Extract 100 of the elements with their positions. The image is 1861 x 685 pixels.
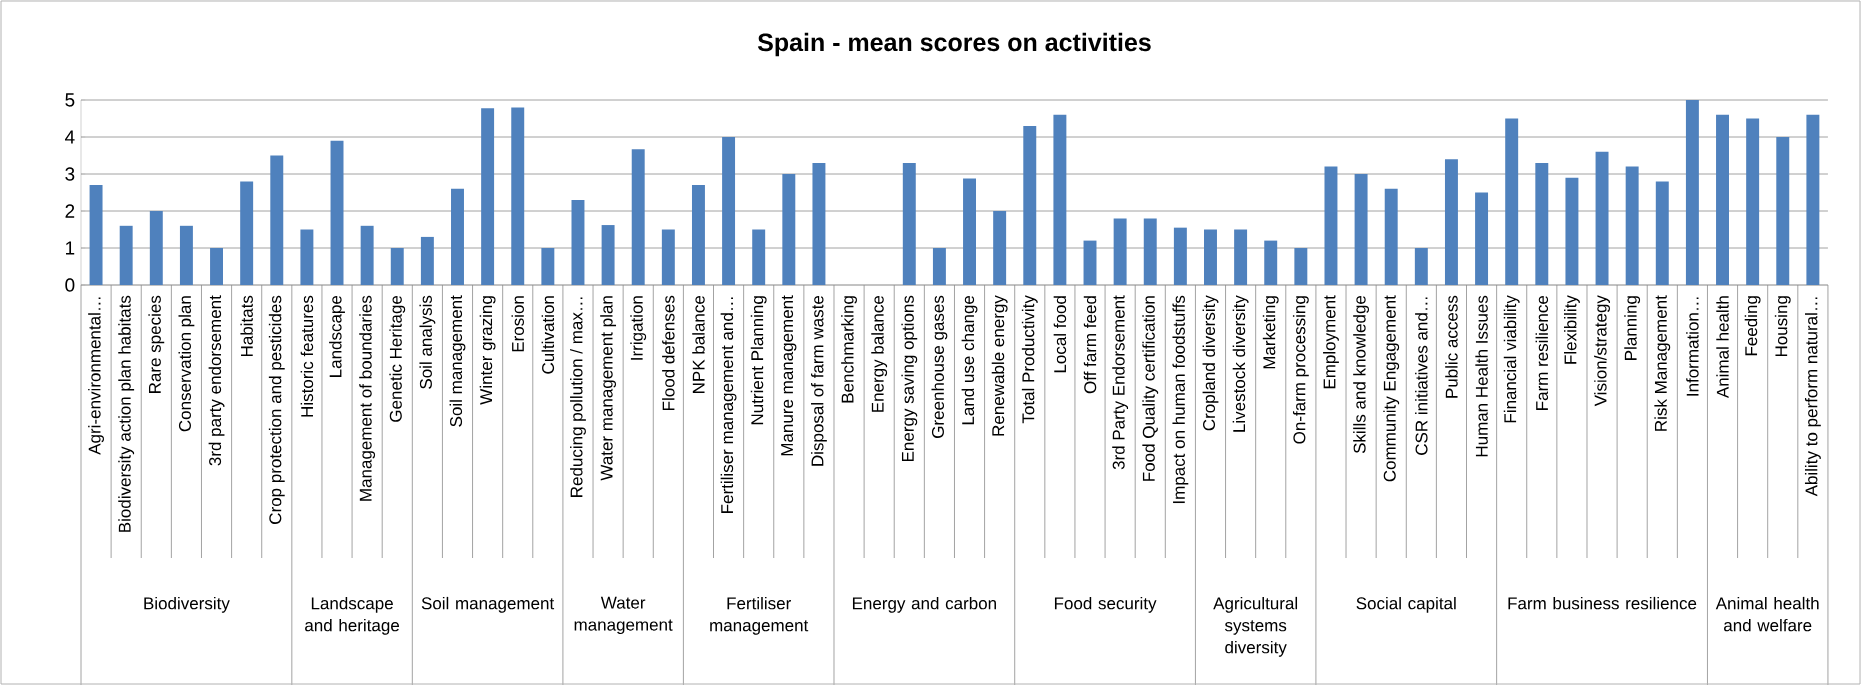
bar (1685, 100, 1699, 285)
bar (1204, 229, 1217, 285)
x-tick-label: Renewable energy (991, 295, 1008, 436)
x-tick-label: Livestock diversity (1232, 295, 1249, 432)
text: Water management (574, 596, 673, 635)
x-tick-label: Landscape (329, 295, 345, 377)
x-tick-label: Greenhouse gases (931, 295, 948, 438)
text: Landscape and heritage (305, 596, 400, 635)
x-tick-label: Food Quality certification (1142, 296, 1159, 481)
bar (691, 185, 705, 285)
text: Biodiversity (144, 596, 230, 613)
x-tick-label: On-farm processing (1292, 296, 1309, 444)
x-tick-label: Biodiversity action plan habitats (118, 295, 135, 532)
bar (1595, 151, 1609, 285)
x-tick-label: Reducing pollution / max… (570, 297, 586, 497)
x-tick-label: Housing (1774, 296, 1791, 357)
bar (782, 174, 796, 285)
x-tick-label: Financial viability (1503, 295, 1520, 423)
bar (270, 155, 284, 285)
x-tick-label: Habitats (240, 295, 253, 357)
x-tick-label: Community Engagement (1383, 295, 1400, 482)
text: Soil management (421, 596, 555, 613)
bar (360, 225, 374, 285)
bar (1264, 240, 1278, 285)
bar (330, 140, 344, 285)
bar (149, 211, 163, 285)
bar (390, 248, 404, 285)
x-tick-label: NPK balance (692, 295, 705, 393)
x-tick-label: Impact on human foodstuffs (1172, 295, 1189, 504)
x-tick-label: Nutrient Planning (750, 296, 767, 425)
x-tick-label: Cropland diversity (1202, 295, 1219, 431)
bar (963, 178, 976, 285)
bar (1565, 177, 1579, 285)
x-tick-label: Farm resilience (1535, 295, 1549, 410)
bar (119, 225, 133, 285)
x-tick-label: Cultivation (541, 296, 555, 374)
y-tick-label: 1 (66, 241, 75, 255)
bar (1354, 174, 1368, 285)
x-tick-label: 3rd party endorsement (208, 295, 225, 466)
bar (300, 229, 314, 285)
bar (1143, 218, 1157, 285)
x-tick-label: Flexibility (1564, 295, 1580, 364)
text: Food security (1054, 596, 1157, 613)
text: Social capital (1356, 596, 1456, 613)
x-tick-label: Conservation plan (178, 296, 195, 432)
x-tick-label: Human Health Issues (1475, 295, 1488, 457)
text: Fertiliser management (710, 596, 809, 635)
bar (481, 108, 495, 285)
bar (1505, 118, 1519, 285)
y-tick-label: 2 (65, 204, 75, 218)
bar (89, 185, 103, 285)
bar (993, 211, 1007, 285)
bar (179, 225, 193, 285)
x-tick-label: Rare species (148, 295, 165, 393)
bar (631, 149, 645, 285)
text: Farm business resilience (1508, 596, 1697, 610)
bar (571, 199, 585, 285)
x-tick-label: Soil management (449, 295, 466, 427)
bar (1414, 248, 1428, 285)
bar (1475, 192, 1489, 285)
bar (1384, 188, 1398, 285)
bar (1444, 159, 1458, 285)
bar (1053, 114, 1067, 285)
x-tick-label: Flood defenses (662, 295, 675, 410)
bar (1655, 181, 1669, 285)
y-tick-label: 5 (65, 93, 75, 107)
x-tick-label: Benchmarking (841, 296, 857, 403)
x-tick-label: Planning (1624, 296, 1641, 360)
bar (752, 229, 766, 285)
bar (1083, 240, 1097, 285)
bar (1625, 166, 1639, 285)
bar (1806, 114, 1820, 285)
x-tick-label: Water management plan (600, 296, 617, 481)
chart-title: Spain - mean scores on activities (757, 32, 1151, 57)
x-tick-label: Irrigation (630, 296, 647, 360)
bar (420, 236, 434, 285)
x-tick-label: Crop protection and pesticides (268, 295, 285, 524)
x-tick-label: Employment (1323, 295, 1339, 389)
bar (1535, 162, 1549, 285)
x-tick-label: Vision/strategy (1594, 295, 1610, 407)
bar (1173, 227, 1187, 285)
x-tick-label: Agri-environmental… (88, 297, 104, 455)
x-tick-label: Local food (1053, 296, 1067, 373)
bar (541, 248, 555, 285)
y-tick-label: 0 (65, 278, 75, 292)
x-tick-label: Off farm feed (1083, 296, 1097, 394)
x-tick-label: CSR initiatives and… (1415, 297, 1428, 455)
x-tick-label: Management of boundaries (359, 295, 376, 501)
bar (1716, 114, 1729, 285)
bar (451, 188, 464, 285)
bar (511, 107, 525, 285)
bar (210, 248, 224, 285)
x-tick-label: Ability to perform natural… (1804, 297, 1821, 497)
text: Agricultural systems diversity (1213, 596, 1298, 657)
x-tick-label: Feeding (1744, 296, 1761, 356)
x-tick-label: Manure management (781, 295, 797, 456)
x-tick-label: Land use change (961, 295, 978, 425)
x-tick-label: 3rd Party Endorsement (1112, 295, 1129, 470)
text: Animal health and welfare (1715, 596, 1819, 632)
bar (1776, 137, 1790, 285)
